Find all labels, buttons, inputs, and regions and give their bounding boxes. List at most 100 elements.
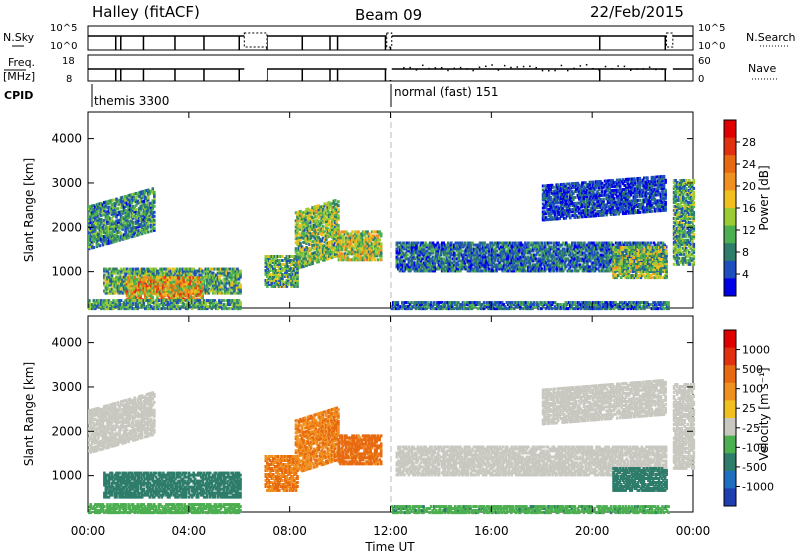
data-pixel: [95, 209, 99, 213]
data-pixel: [454, 257, 458, 261]
data-pixel: [189, 294, 192, 298]
data-pixel: [121, 291, 124, 295]
data-pixel: [345, 238, 348, 242]
data-pixel: [367, 236, 371, 240]
data-pixel: [297, 210, 301, 214]
data-pixel: [171, 296, 174, 300]
data-pixel: [540, 251, 544, 255]
data-pixel: [530, 255, 533, 259]
data-pixel: [354, 240, 357, 244]
data-pixel: [397, 253, 400, 257]
data-pixel: [273, 279, 277, 282]
data-pixel: [484, 265, 488, 269]
data-pixel: [325, 223, 328, 227]
data-pixel: [421, 253, 424, 257]
data-pixel: [329, 216, 333, 220]
data-pixel: [401, 267, 405, 271]
data-pixel: [144, 276, 147, 280]
data-pixel: [527, 257, 530, 261]
data-pixel: [213, 287, 217, 291]
data-pixel: [193, 294, 197, 298]
data-pixel: [326, 211, 330, 215]
data-pixel: [484, 269, 488, 273]
data-pixel: [335, 244, 339, 248]
data-pixel: [137, 292, 141, 296]
data-pixel: [306, 231, 310, 235]
data-pixel: [113, 281, 117, 285]
data-pixel: [183, 288, 186, 292]
data-pixel: [222, 279, 226, 283]
data-pixel: [166, 303, 170, 307]
data-pixel: [187, 286, 191, 290]
data-pixel: [314, 209, 317, 213]
data-pixel: [339, 258, 342, 262]
data-pixel: [436, 255, 439, 259]
data-pixel: [466, 247, 470, 251]
data-pixel: [539, 257, 542, 261]
data-pixel: [513, 267, 517, 271]
data-pixel: [266, 284, 269, 288]
data-pixel: [174, 299, 177, 303]
data-pixel: [215, 279, 218, 283]
data-pixel: [323, 234, 326, 238]
data-pixel: [213, 275, 217, 279]
data-pixel: [406, 249, 409, 253]
data-pixel: [472, 259, 476, 263]
data-pixel: [501, 245, 504, 249]
data-pixel: [127, 198, 130, 202]
data-pixel: [121, 269, 124, 273]
data-pixel: [115, 211, 118, 215]
data-pixel: [130, 197, 133, 201]
data-pixel: [175, 296, 179, 300]
data-pixel: [140, 273, 144, 277]
data-pixel: [357, 236, 360, 240]
data-pixel: [543, 251, 547, 255]
data-pixel: [212, 291, 215, 295]
data-pixel: [92, 220, 96, 223]
data-pixel: [369, 252, 372, 256]
data-pixel: [555, 265, 559, 269]
data-pixel: [140, 220, 144, 224]
data-pixel: [334, 233, 337, 236]
data-pixel: [534, 269, 538, 273]
data-pixel: [407, 265, 411, 269]
data-pixel: [269, 282, 272, 286]
data-pixel: [440, 269, 444, 273]
data-pixel: [264, 259, 268, 262]
data-pixel: [540, 261, 544, 265]
data-pixel: [334, 199, 337, 203]
data-pixel: [106, 228, 109, 232]
data-pixel: [128, 292, 132, 296]
data-pixel: [162, 284, 165, 288]
data-pixel: [364, 238, 368, 242]
data-pixel: [224, 305, 227, 309]
data-pixel: [172, 271, 176, 275]
data-pixel: [331, 228, 334, 231]
data-pixel: [568, 259, 571, 263]
data-pixel: [89, 228, 93, 232]
data-pixel: [184, 290, 188, 294]
data-pixel: [397, 251, 400, 255]
data-pixel: [94, 221, 97, 225]
data-pixel: [231, 303, 235, 307]
data-pixel: [296, 277, 299, 280]
data-pixel: [151, 292, 155, 296]
data-pixel: [521, 265, 524, 269]
data-pixel: [533, 253, 536, 257]
data-pixel: [98, 224, 102, 228]
data-pixel: [378, 230, 381, 234]
data-pixel: [499, 253, 503, 257]
data-pixel: [513, 257, 517, 261]
data-pixel: [140, 212, 144, 216]
data-pixel: [276, 275, 280, 278]
data-pixel: [437, 257, 441, 261]
data-pixel: [119, 234, 123, 238]
data-pixel: [581, 269, 585, 273]
data-pixel: [314, 211, 317, 215]
data-pixel: [89, 238, 93, 242]
data-pixel: [358, 252, 362, 256]
data-pixel: [527, 251, 530, 255]
data-pixel: [150, 284, 153, 288]
data-pixel: [433, 263, 436, 267]
data-pixel: [118, 307, 121, 311]
